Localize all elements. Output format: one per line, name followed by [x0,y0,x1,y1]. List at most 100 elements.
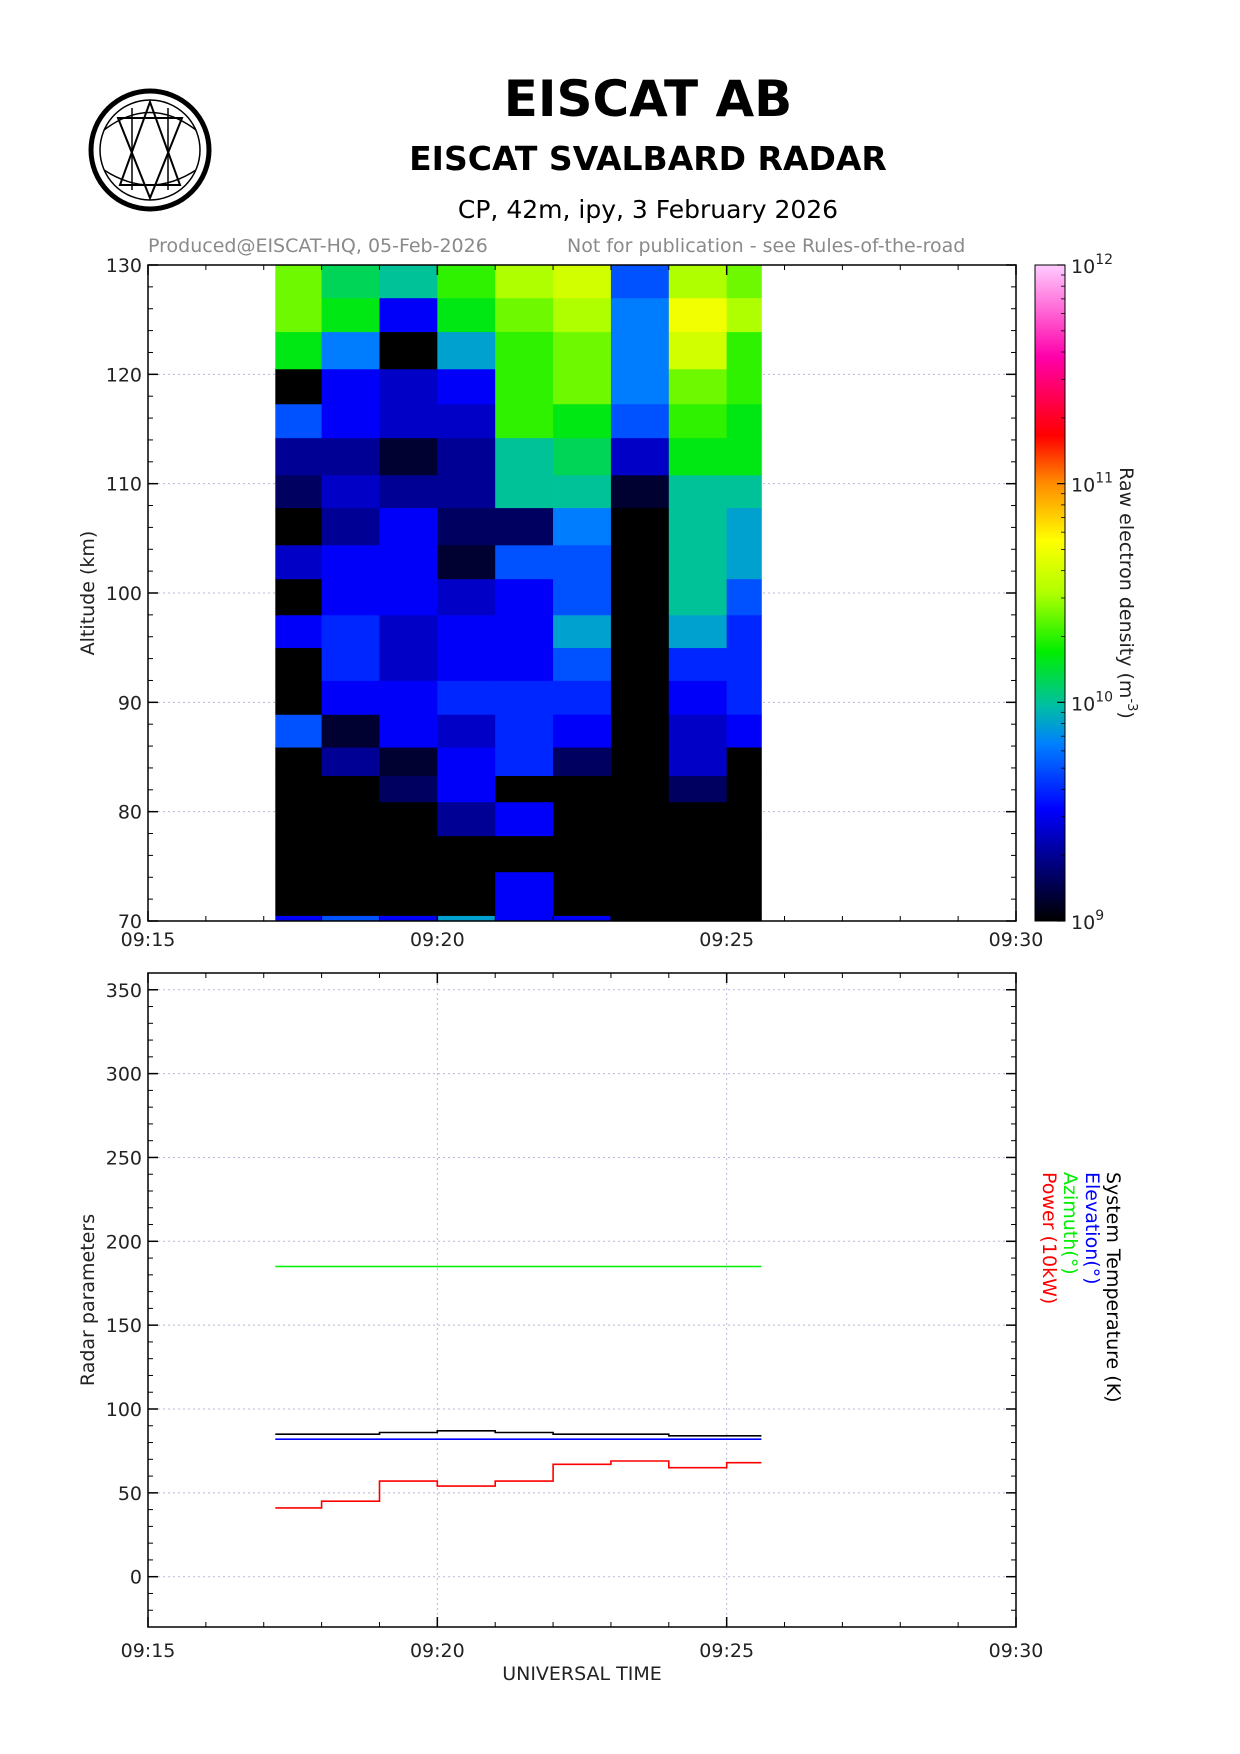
density-cell [610,331,670,370]
density-cell [495,403,554,439]
density-cell [379,647,438,681]
density-cell [668,835,728,873]
density-cell [495,331,554,370]
parameters-tick-labels: 0 50 100 150 200 250 300 350 [106,980,142,1589]
colorbar-tick-base: 10 [1071,475,1095,497]
colorbar-tick-base: 10 [1071,256,1095,278]
colorbar-tick-label: 1010 [1071,689,1113,715]
density-cell [437,714,496,748]
density-cell [668,265,728,299]
density-cell [726,403,762,439]
density-cell [321,578,380,616]
power-line [275,1460,762,1509]
time-tick-label: 09:30 [989,929,1044,951]
legend-power: Power (10kW) [1038,1172,1060,1304]
density-cell [610,871,670,916]
density-cell [321,368,380,405]
density-cell [610,474,670,509]
colorbar-gradient [1034,264,1066,922]
density-cell [553,871,612,916]
density-cell [275,474,322,509]
produced-credit: Produced@EISCAT-HQ, 05-Feb-2026 [148,235,488,257]
density-cell [275,507,322,546]
density-cell [275,403,322,439]
density-cell [437,680,496,715]
density-cell [668,775,728,803]
density-cell [553,544,612,580]
density-cell [437,835,496,873]
altitude-tick-label: 90 [118,692,142,714]
density-cell [379,331,438,370]
density-cell [726,578,762,616]
density-cell [668,544,728,580]
density-cell [726,647,762,681]
density-cell [321,265,380,299]
parameters-axis-ticks [147,973,1017,1627]
parameter-tick-label: 100 [106,1399,142,1421]
colorbar-tick-exponent: 10 [1095,689,1113,705]
colorbar-tick-base: 10 [1071,912,1095,934]
density-cell [379,801,438,837]
density-cell [610,265,670,299]
density-cell [437,544,496,580]
density-cell [495,368,554,405]
legend-elevation: Elevation(°) [1081,1172,1103,1285]
density-cell [321,403,380,439]
density-cell [726,437,762,476]
density-cell [668,801,728,837]
colorbar-tick-exponent: 12 [1095,252,1113,268]
density-cell [379,437,438,476]
universal-time-label: UNIVERSAL TIME [502,1663,662,1685]
altitude-axis-label: Altitude (km) [77,531,99,656]
density-cell [726,775,762,803]
density-cell [610,647,670,681]
density-cell [321,801,380,837]
density-cell [321,544,380,580]
density-cell [437,747,496,776]
density-cell [553,507,612,546]
colorbar-tick-exponent: 9 [1095,908,1104,924]
density-cell [668,297,728,333]
density-cell [495,915,554,922]
system-temperature-line [275,1430,762,1437]
density-cell [726,915,762,922]
parameter-tick-label: 250 [106,1147,142,1169]
density-cell [610,747,670,776]
density-cell [275,871,322,916]
density-cell [726,680,762,715]
density-cell [379,871,438,916]
colorbar-label: Raw electron density (m-3) [1115,467,1139,719]
density-cell [437,265,496,299]
density-cell [610,437,670,476]
colorbar-tick-exponent: 11 [1095,471,1113,487]
density-cell [379,714,438,748]
density-cell [553,801,612,837]
density-cell [668,437,728,476]
density-cell [321,474,380,509]
density-cell [668,474,728,509]
altitude-tick-label: 80 [118,802,142,824]
density-cell [668,915,728,922]
density-cell [437,871,496,916]
density-cell [553,747,612,776]
density-cell [379,614,438,649]
density-cell [553,714,612,748]
density-cell [275,775,322,803]
density-cell [495,801,554,837]
density-cell [495,680,554,715]
density-cell [495,647,554,681]
density-cell [610,835,670,873]
parameters-gridlines [147,973,1017,1627]
altitude-tick-label: 110 [106,474,142,496]
density-cell [275,265,322,299]
density-cell [610,403,670,439]
density-cell [437,331,496,370]
density-cell [726,331,762,370]
altitude-tick-label: 70 [118,911,142,933]
density-cell [437,403,496,439]
density-cell [437,507,496,546]
density-cell [668,714,728,748]
density-cell [275,368,322,405]
